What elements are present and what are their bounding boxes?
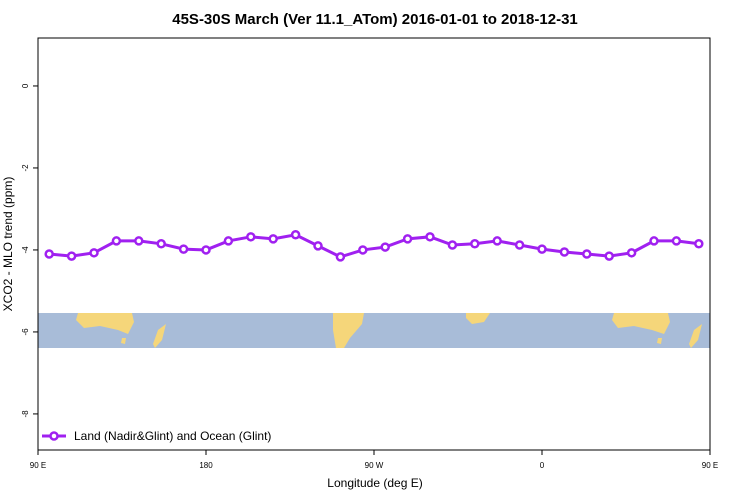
x-axis-label: Longitude (deg E) [327, 476, 422, 490]
map-strip [38, 313, 710, 348]
point [134, 236, 144, 246]
point [290, 230, 301, 240]
point [537, 244, 547, 254]
point [335, 252, 346, 262]
point [156, 239, 166, 249]
y-axis-label: XCO2 - MLO trend (ppm) [1, 177, 15, 312]
legend-marker [49, 431, 59, 441]
point [604, 251, 614, 261]
point [425, 232, 435, 242]
point [268, 234, 278, 244]
point [626, 248, 637, 258]
point [402, 234, 413, 244]
point [492, 236, 502, 246]
y-tick-label: -6 [21, 328, 30, 336]
point [201, 245, 211, 255]
point [246, 232, 256, 242]
point [178, 244, 189, 254]
point [649, 236, 659, 246]
point [447, 240, 458, 250]
legend-label: Land (Nadir&Glint) and Ocean (Glint) [74, 429, 271, 443]
x-tick-label: 180 [199, 461, 213, 470]
point [313, 241, 323, 251]
point [470, 239, 480, 249]
point [66, 251, 77, 261]
point [514, 240, 525, 250]
y-tick-label: -2 [21, 164, 30, 172]
point [223, 236, 234, 246]
x-tick-label: 90 W [365, 461, 384, 470]
x-tick-label: 90 E [30, 461, 46, 470]
point [671, 236, 682, 246]
x-tick-label: 90 E [702, 461, 718, 470]
y-tick-label: -4 [21, 246, 30, 254]
point [358, 245, 368, 255]
point [694, 239, 704, 249]
y-tick-label: -8 [21, 410, 30, 418]
point [582, 249, 592, 259]
point [559, 247, 570, 257]
y-tick-label: 0 [21, 83, 30, 88]
x-tick-label: 0 [540, 461, 545, 470]
chart-title: 45S-30S March (Ver 11.1_ATom) 2016-01-01… [172, 11, 578, 28]
point [380, 242, 390, 252]
point [89, 248, 99, 258]
series-line [49, 233, 699, 259]
point [111, 236, 122, 246]
point [44, 249, 54, 259]
